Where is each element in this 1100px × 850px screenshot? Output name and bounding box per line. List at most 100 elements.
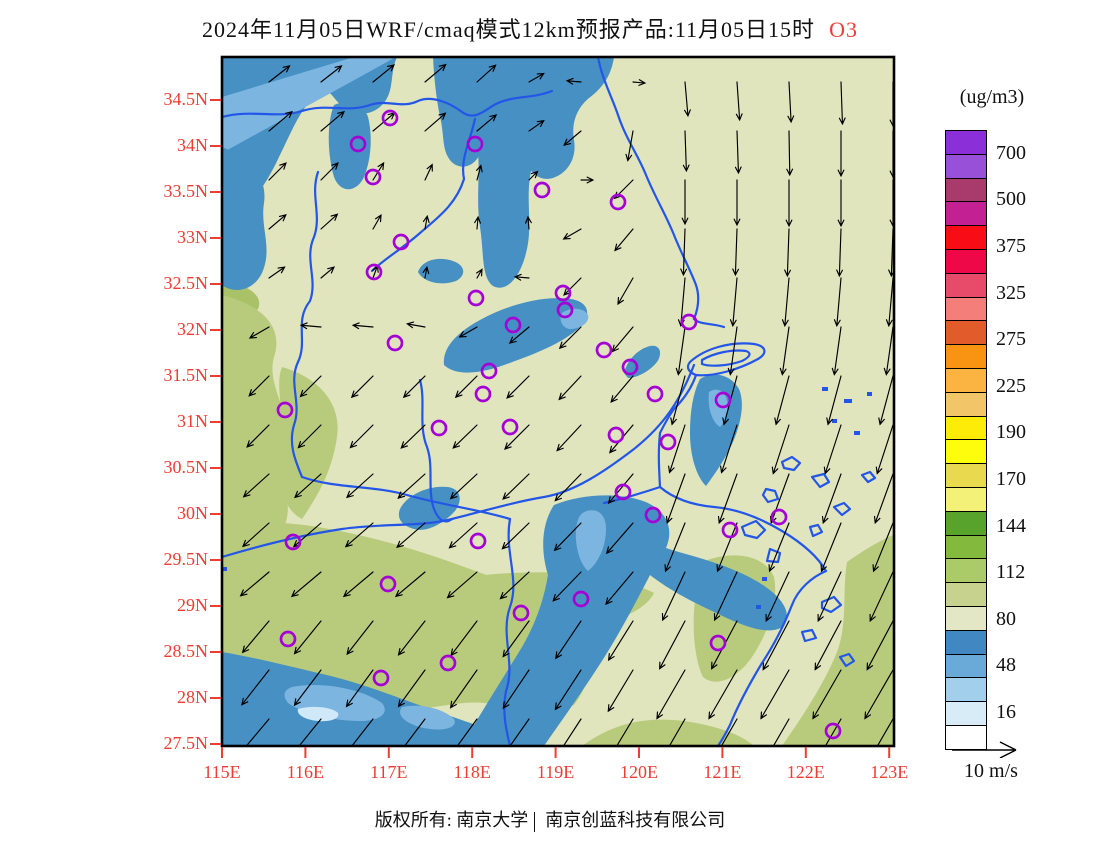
wind-arrow: [735, 81, 743, 122]
wind-arrow: [708, 669, 738, 720]
station-marker: [365, 263, 383, 281]
wind-arrow: [349, 424, 374, 449]
wind-arrow: [713, 571, 738, 622]
wind-arrow: [400, 424, 426, 449]
legend-color-cell: [946, 226, 986, 250]
station-marker: [469, 532, 487, 550]
wind-arrow: [632, 79, 647, 86]
legend-color-cell: [946, 559, 986, 584]
title-text: 2024年11月05日WRF/cmaq模式12km预报产品:11月05日15时: [202, 17, 816, 42]
wind-arrow: [611, 326, 634, 353]
wind-arrow: [346, 473, 374, 499]
station-marker: [467, 289, 485, 307]
legend-color-cell: [946, 297, 986, 322]
wind-arrow: [765, 571, 790, 623]
wind-arrow: [293, 620, 322, 655]
wind-arrow: [781, 277, 790, 328]
wind-arrow: [502, 473, 530, 500]
wind-arrow: [345, 669, 374, 708]
wind-arrow: [821, 473, 842, 525]
wind-arrow: [779, 326, 790, 376]
wind-arrow: [675, 326, 686, 376]
wind-arrow: [422, 214, 430, 230]
lat-label: 33N: [177, 227, 208, 247]
lon-label: 122E: [786, 762, 825, 782]
legend-color-cell: [946, 202, 986, 227]
wind-arrow: [869, 571, 894, 623]
wind-arrow: [727, 326, 738, 376]
wind-arrow: [528, 170, 539, 181]
legend-color-cell: [946, 345, 986, 369]
wind-arrow: [446, 571, 478, 599]
wind-arrow: [351, 322, 374, 330]
wind-arrow: [350, 375, 374, 399]
station-marker: [466, 135, 484, 153]
station-marker: [279, 630, 297, 648]
wind-arrow: [558, 375, 582, 401]
wind-arrow: [664, 522, 686, 573]
wind-arrow: [717, 473, 738, 525]
wind-arrow: [293, 669, 322, 707]
wind-arrow: [720, 718, 738, 746]
legend-value-label: 225: [996, 374, 1026, 397]
wind-arrow: [614, 228, 634, 252]
wind-arrow: [501, 522, 530, 550]
legend-color-cell: [946, 678, 986, 703]
station-marker: [659, 433, 677, 451]
wind-arrow: [785, 179, 793, 228]
wind-arrow: [397, 620, 426, 656]
wind-arrow: [504, 424, 530, 450]
station-marker: [614, 483, 632, 501]
wind-arrow: [248, 375, 270, 397]
wind-arrow: [616, 718, 634, 746]
station-marker: [595, 341, 613, 359]
station-marker: [276, 401, 294, 419]
small-islands: [222, 387, 872, 609]
wind-arrow: [502, 669, 530, 710]
lat-label: 30N: [177, 503, 208, 523]
wind-arrow: [297, 424, 322, 449]
legend-color-cell: [946, 321, 986, 346]
station-marker: [372, 669, 390, 687]
wind-arrow: [656, 669, 686, 720]
wind-arrow: [449, 473, 478, 500]
station-marker: [554, 284, 572, 302]
wind-arrow: [605, 571, 634, 606]
station-marker: [646, 385, 664, 403]
wind-arrow: [680, 228, 688, 277]
wind-arrow: [826, 375, 842, 426]
wind-arrow: [294, 473, 322, 499]
wind-arrow: [607, 620, 634, 662]
wind-arrow: [885, 277, 894, 328]
wind-arrow: [617, 277, 634, 306]
wind-arrow: [298, 718, 322, 746]
wind-arrow: [396, 522, 426, 549]
wind-arrow: [502, 620, 530, 658]
wind-arrow: [372, 214, 382, 230]
wind-arrow: [476, 164, 483, 181]
wind-arrow: [554, 473, 582, 502]
lon-label: 118E: [453, 762, 491, 782]
wind-reference-label: 10 m/s: [964, 760, 1018, 782]
wind-arrow: [422, 265, 430, 279]
wind-arrow: [320, 213, 339, 230]
wind-arrow: [458, 326, 478, 338]
lat-label: 28N: [177, 687, 208, 707]
wind-arrow: [784, 228, 791, 278]
lat-label: 34N: [177, 135, 208, 155]
legend-color-cell: [946, 464, 986, 488]
legend-value-label: 500: [996, 188, 1026, 211]
legend-color-cell: [946, 487, 986, 512]
station-marker: [379, 575, 397, 593]
wind-arrow: [241, 620, 270, 654]
legend-unit-label: (ug/m3): [959, 86, 1025, 108]
legend-color-cell: [946, 725, 986, 749]
wind-arrow: [506, 375, 530, 399]
station-marker: [680, 313, 698, 331]
station-marker: [644, 506, 662, 524]
footer-left: 版权所有: 南京大学: [374, 810, 529, 830]
wind-arrow: [558, 326, 582, 350]
legend-color-cell: [946, 440, 986, 465]
wind-arrow: [563, 277, 582, 296]
wind-arrow: [403, 718, 426, 746]
